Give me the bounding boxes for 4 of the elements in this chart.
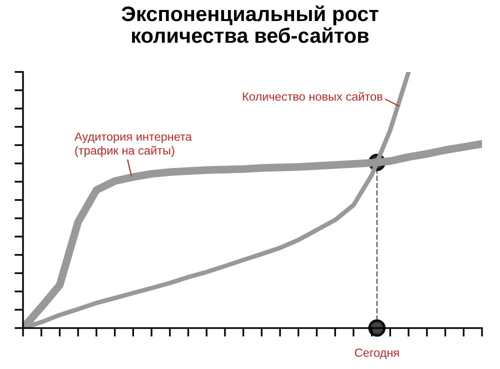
chart-title: Экспоненциальный рост количества веб-сайтов	[122, 6, 378, 43]
text: Сегодня	[354, 348, 399, 360]
series-label: Количество новых сайтов	[242, 92, 382, 101]
series-label: Аудитория интернета (трафик на сайты)	[74, 132, 192, 157]
